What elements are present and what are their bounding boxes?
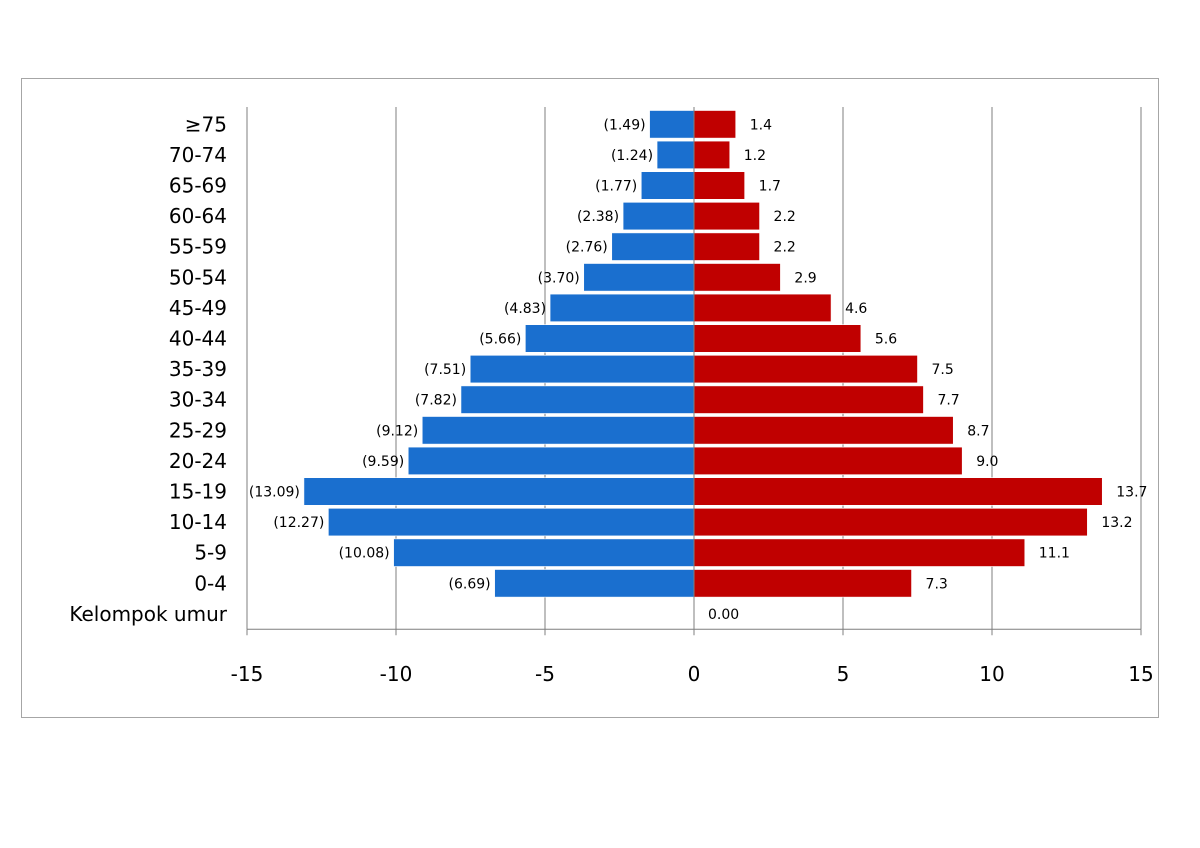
data-label-left: (4.83)	[504, 301, 546, 317]
data-label-right: 4.6	[845, 301, 867, 317]
category-label: 10-14	[169, 510, 227, 534]
category-label: 15-19	[169, 480, 227, 504]
x-tick-label: 0	[688, 662, 701, 686]
data-label-right: 13.2	[1101, 515, 1132, 531]
bar-right	[693, 538, 1026, 567]
data-label-left: (9.12)	[376, 423, 418, 439]
data-label-left: (9.59)	[362, 454, 404, 470]
data-label-left: (12.27)	[273, 515, 324, 531]
bar-left	[656, 140, 695, 169]
category-label: 0-4	[194, 571, 227, 595]
bar-right	[693, 293, 832, 323]
bar-left	[407, 446, 695, 476]
bar-left	[525, 324, 695, 353]
data-label-right: 2.9	[794, 270, 816, 286]
data-label-left: (2.76)	[566, 240, 608, 256]
x-tick-label: 10	[979, 662, 1004, 686]
data-label-left: (1.24)	[611, 148, 653, 164]
x-tick-label: 5	[837, 662, 850, 686]
bar-left	[494, 569, 695, 598]
data-label-right: 7.3	[926, 576, 948, 592]
data-label-right: 2.2	[774, 240, 796, 256]
bar-right	[693, 324, 862, 353]
data-label-right: 13.7	[1116, 485, 1147, 501]
bar-left	[393, 538, 695, 567]
data-label-left: (13.09)	[249, 485, 300, 501]
bar-left	[611, 232, 695, 261]
data-label-right: 7.7	[937, 393, 959, 409]
data-label-left: (7.82)	[415, 393, 457, 409]
bar-left	[460, 385, 695, 414]
data-label-right: 8.7	[967, 423, 989, 439]
bar-right	[693, 477, 1103, 506]
category-label: 40-44	[169, 327, 227, 351]
x-tick-label: -15	[231, 662, 264, 686]
bar-right	[693, 232, 760, 261]
bar-right	[693, 385, 924, 414]
bar-right	[693, 140, 731, 169]
category-label: 30-34	[169, 388, 227, 412]
data-label-left: (1.49)	[603, 117, 645, 133]
bar-right	[693, 171, 745, 200]
bar-right	[693, 202, 760, 231]
bar-left	[622, 202, 695, 231]
population-pyramid-chart: -15 -10 -5 0 5 10 15 Kelompok umur 0.00 0-4 (6.69)…	[69, 107, 1154, 686]
bar-left	[469, 354, 695, 384]
data-label-left: (1.77)	[595, 179, 637, 195]
data-label-right: 0.00	[708, 607, 739, 623]
bar-right	[693, 569, 912, 598]
category-label: Kelompok umur	[69, 602, 227, 626]
bar-left	[640, 171, 695, 200]
data-label-right: 1.7	[759, 179, 781, 195]
category-label: 35-39	[169, 357, 227, 381]
data-label-right: 7.5	[932, 362, 954, 378]
x-tick-label: -5	[535, 662, 555, 686]
bar-left	[549, 293, 695, 323]
data-label-left: (3.70)	[538, 270, 580, 286]
data-label-right: 5.6	[875, 332, 897, 348]
bar-left	[303, 477, 695, 506]
bar-left	[583, 263, 695, 292]
category-label: 25-29	[169, 418, 227, 442]
category-label: 60-64	[169, 204, 227, 228]
bar-right	[693, 354, 918, 384]
chart-frame: -15 -10 -5 0 5 10 15 Kelompok umur 0.00 0-4 (6.69)…	[21, 78, 1159, 718]
data-label-right: 1.4	[750, 117, 772, 133]
data-label-left: (6.69)	[449, 576, 491, 592]
bar-right	[693, 446, 963, 476]
data-label-right: 2.2	[774, 209, 796, 225]
x-tick-label: -10	[380, 662, 413, 686]
bar-left	[649, 110, 695, 139]
category-label: 65-69	[169, 174, 227, 198]
data-label-left: (5.66)	[479, 332, 521, 348]
bar-left	[421, 416, 695, 445]
data-label-right: 11.1	[1039, 546, 1070, 562]
data-label-left: (10.08)	[339, 546, 390, 562]
bar-right	[693, 110, 737, 139]
bar-right	[693, 507, 1088, 537]
data-label-left: (2.38)	[577, 209, 619, 225]
category-label: 45-49	[169, 296, 227, 320]
bar-right	[693, 263, 781, 292]
category-label: 50-54	[169, 265, 227, 289]
category-label: 20-24	[169, 449, 227, 473]
category-label: 55-59	[169, 235, 227, 259]
bar-right	[693, 416, 954, 445]
x-tick-label: 15	[1128, 662, 1153, 686]
category-label: ≥75	[185, 112, 227, 136]
data-label-left: (7.51)	[424, 362, 466, 378]
bar-left	[328, 507, 695, 537]
category-label: 70-74	[169, 143, 227, 167]
data-label-right: 9.0	[976, 454, 998, 470]
category-label: 5-9	[194, 541, 227, 565]
data-label-right: 1.2	[744, 148, 766, 164]
